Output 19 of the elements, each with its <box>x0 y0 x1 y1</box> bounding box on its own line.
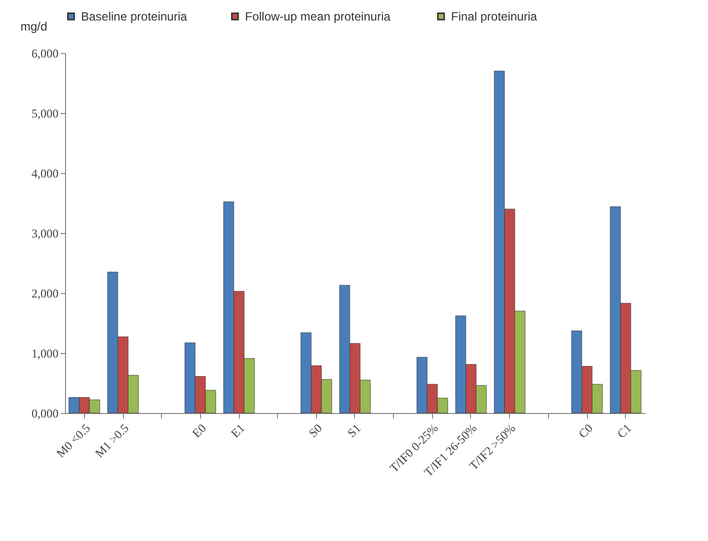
legend-label: Follow-up mean proteinuria <box>245 9 391 24</box>
y-axis-title: mg/d <box>20 20 48 34</box>
x-tick-label: C0 <box>576 421 596 441</box>
y-tick-label: 1,000 <box>32 346 58 360</box>
y-tick-label: 5,000 <box>32 106 58 120</box>
y-tick-label: 2,000 <box>32 286 58 300</box>
x-tick-label: S1 <box>344 421 364 440</box>
x-tick-label: M1 >0.5 <box>92 421 132 460</box>
legend-label: Final proteinuria <box>451 9 538 24</box>
x-tick-label: C1 <box>614 421 634 441</box>
y-tick-label: 4,000 <box>32 166 58 180</box>
x-tick-label: M0 <0.5 <box>54 421 93 460</box>
x-tick-label: E0 <box>189 421 209 440</box>
legend-label: Baseline proteinuria <box>81 9 188 24</box>
y-tick-label: 0,000 <box>32 406 58 420</box>
x-tick-label: S0 <box>306 421 325 440</box>
y-tick-label: 6,000 <box>32 46 58 60</box>
x-tick-label: E1 <box>228 421 248 440</box>
y-tick-label: 3,000 <box>32 226 58 240</box>
